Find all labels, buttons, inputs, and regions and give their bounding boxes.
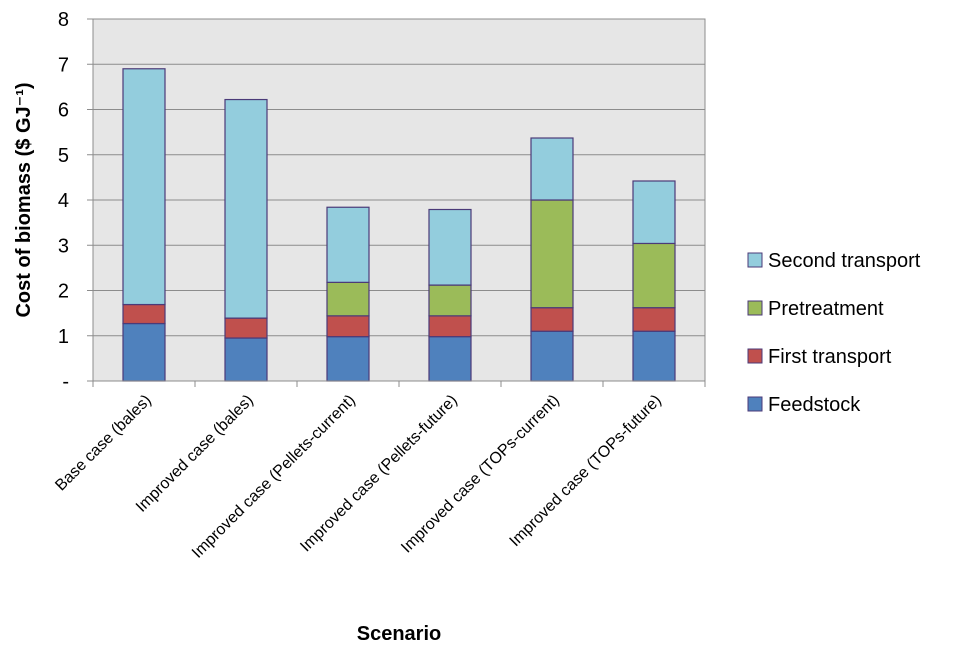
bar-segment-first-transport [224,317,268,339]
bar-segment-second-transport [632,180,676,245]
bar-segment-pretreatment [326,281,370,317]
bar-segment-feedstock [224,337,268,382]
axes [92,19,705,382]
y-tick-label: 8 [58,9,69,31]
x-axis-title: Scenario [357,623,441,645]
x-category-label: Improved case (Pellets-current) [189,392,359,562]
y-tick-label: 1 [58,326,69,348]
bar-segment-second-transport [326,206,370,283]
legend-label: First transport [768,346,892,368]
bar-segment-pretreatment [428,284,472,317]
legend-label: Pretreatment [768,298,884,320]
y-tick-label: - [62,371,69,393]
legend-swatch [747,252,763,268]
bar-stacks [122,68,676,382]
bar-segment-feedstock [122,322,166,382]
x-category-label: Improved case (bales) [133,392,257,516]
bar-segment-pretreatment [632,242,676,309]
x-category-label: Base case (bales) [52,392,155,495]
bar-segment-second-transport [530,137,574,201]
legend: Second transport Pretreatment First transp… [747,250,921,416]
gridlines [87,18,706,387]
y-tick-label: 3 [58,235,69,257]
bar-segment-feedstock [428,336,472,382]
bar-segment-second-transport [428,208,472,286]
bar-segment-second-transport [122,68,166,306]
y-tick-labels: - 1 2 3 4 5 6 7 8 [58,9,69,393]
bar-segment-feedstock [530,330,574,382]
bar-segment-first-transport [428,315,472,338]
bar-segment-feedstock [632,330,676,382]
y-tick-label: 5 [58,145,69,167]
bar-segment-second-transport [224,98,268,319]
bar-segment-feedstock [326,336,370,382]
legend-swatch [747,348,763,364]
legend-label: Second transport [768,250,921,272]
legend-swatch [747,396,763,412]
y-tick-label: 4 [58,190,69,212]
bar-segment-first-transport [530,307,574,332]
y-tick-label: 7 [58,54,69,76]
bar-segment-first-transport [122,303,166,325]
bar-segment-first-transport [326,315,370,338]
legend-swatch [747,300,763,316]
legend-label: Feedstock [768,394,861,416]
y-tick-label: 2 [58,281,69,303]
bar-segment-first-transport [632,307,676,332]
y-axis-title: Cost of biomass ($ GJ⁻¹) [13,82,35,317]
x-category-labels: Base case (bales)Improved case (bales)Im… [52,392,665,562]
bar-segment-pretreatment [530,199,574,309]
y-tick-label: 6 [58,100,69,122]
